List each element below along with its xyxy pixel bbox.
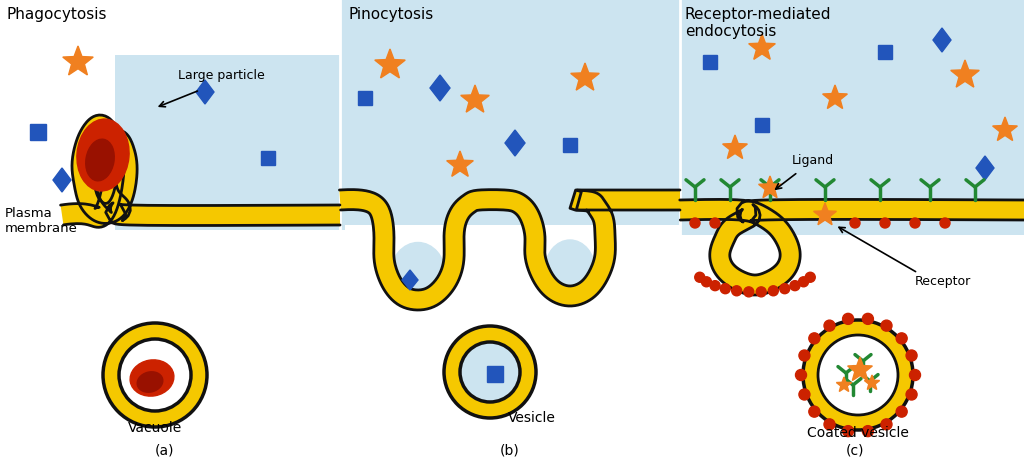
Polygon shape (680, 199, 1024, 295)
Circle shape (824, 419, 835, 430)
Circle shape (909, 369, 921, 381)
Bar (358, 91, 372, 105)
Text: Plasma
membrane: Plasma membrane (5, 207, 78, 235)
Polygon shape (570, 63, 599, 90)
Circle shape (862, 425, 873, 437)
Circle shape (701, 277, 712, 287)
Circle shape (732, 286, 741, 296)
Ellipse shape (130, 360, 174, 396)
Circle shape (843, 313, 854, 325)
Polygon shape (837, 377, 852, 391)
Circle shape (799, 350, 810, 361)
Bar (261, 151, 275, 165)
Polygon shape (749, 34, 775, 59)
Polygon shape (505, 130, 525, 156)
Ellipse shape (545, 240, 595, 300)
Polygon shape (402, 270, 418, 290)
Ellipse shape (137, 372, 163, 392)
Circle shape (119, 339, 191, 411)
Circle shape (910, 218, 920, 228)
Polygon shape (723, 135, 748, 158)
Text: (a): (a) (156, 444, 175, 458)
Polygon shape (53, 168, 71, 192)
Circle shape (906, 389, 918, 400)
Polygon shape (976, 156, 994, 180)
Text: Vesicle: Vesicle (508, 411, 556, 425)
Bar (563, 138, 577, 152)
Ellipse shape (86, 139, 115, 181)
Ellipse shape (390, 242, 445, 307)
Circle shape (743, 287, 754, 297)
Circle shape (896, 333, 907, 344)
Circle shape (805, 272, 815, 282)
Polygon shape (430, 75, 450, 101)
Polygon shape (375, 49, 406, 78)
Polygon shape (60, 115, 340, 227)
Circle shape (824, 320, 835, 331)
Text: Ligand: Ligand (792, 154, 835, 167)
Polygon shape (864, 375, 880, 389)
Circle shape (768, 286, 778, 296)
Ellipse shape (77, 119, 129, 191)
FancyBboxPatch shape (680, 0, 1024, 235)
Circle shape (850, 218, 860, 228)
Bar (878, 45, 892, 59)
Circle shape (880, 218, 890, 228)
Circle shape (694, 272, 705, 282)
Polygon shape (992, 117, 1018, 141)
Polygon shape (933, 28, 951, 52)
Bar (703, 55, 717, 69)
Text: Vacuole: Vacuole (128, 421, 182, 435)
Circle shape (906, 350, 918, 361)
Circle shape (690, 218, 700, 228)
Circle shape (862, 313, 873, 325)
Text: (c): (c) (846, 444, 864, 458)
Bar (487, 366, 503, 382)
Text: Large particle: Large particle (178, 69, 265, 82)
Polygon shape (822, 85, 848, 108)
Text: Receptor: Receptor (915, 275, 971, 288)
Polygon shape (339, 190, 680, 310)
Polygon shape (814, 203, 837, 225)
Circle shape (710, 218, 720, 228)
Circle shape (818, 335, 898, 415)
Polygon shape (848, 357, 872, 381)
Circle shape (809, 406, 820, 417)
Text: Coated vesicle: Coated vesicle (807, 426, 909, 440)
Text: Receptor-mediated
endocytosis: Receptor-mediated endocytosis (685, 7, 831, 39)
Circle shape (799, 389, 810, 400)
Circle shape (940, 218, 950, 228)
Circle shape (710, 281, 720, 290)
Circle shape (803, 320, 913, 430)
Circle shape (103, 323, 207, 427)
Circle shape (796, 369, 807, 381)
Polygon shape (461, 85, 489, 112)
Text: Phagocytosis: Phagocytosis (6, 7, 106, 22)
Circle shape (881, 320, 892, 331)
Circle shape (896, 406, 907, 417)
Circle shape (460, 342, 520, 402)
Bar (755, 118, 769, 132)
Circle shape (779, 283, 790, 294)
Polygon shape (62, 46, 93, 75)
Circle shape (843, 425, 854, 437)
FancyBboxPatch shape (340, 0, 680, 225)
Circle shape (799, 277, 809, 287)
FancyBboxPatch shape (115, 55, 345, 230)
Text: (b): (b) (500, 444, 520, 458)
Circle shape (756, 287, 766, 297)
Polygon shape (446, 151, 473, 177)
Text: Pinocytosis: Pinocytosis (348, 7, 433, 22)
Polygon shape (950, 60, 979, 87)
Circle shape (444, 326, 536, 418)
Bar (30, 124, 46, 140)
Polygon shape (196, 80, 214, 104)
Circle shape (720, 283, 730, 294)
Circle shape (881, 419, 892, 430)
Polygon shape (759, 176, 781, 198)
Circle shape (790, 281, 800, 290)
Circle shape (809, 333, 820, 344)
